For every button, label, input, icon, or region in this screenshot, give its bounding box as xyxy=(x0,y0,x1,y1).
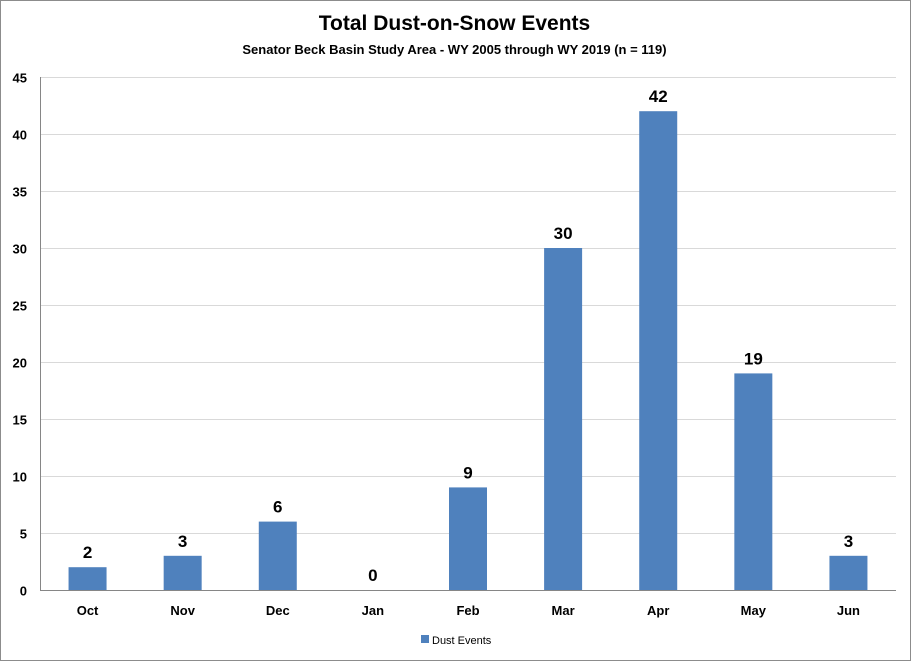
y-tick-label: 45 xyxy=(13,71,27,86)
data-label: 19 xyxy=(744,349,763,368)
x-tick-label: Mar xyxy=(552,603,575,618)
x-tick-label: May xyxy=(741,603,767,618)
y-tick-label: 15 xyxy=(13,413,27,428)
bar-mar xyxy=(544,248,583,590)
chart-title: Total Dust-on-Snow Events xyxy=(318,12,591,35)
bar-may xyxy=(734,373,773,590)
x-tick-label: Dec xyxy=(266,603,290,618)
x-tick-label: Nov xyxy=(170,603,195,618)
legend-label: Dust Events xyxy=(432,635,492,647)
gridlines xyxy=(40,77,896,534)
data-label: 30 xyxy=(554,224,573,243)
bar-jun xyxy=(829,555,868,590)
y-tick-label: 20 xyxy=(13,356,27,371)
legend: Dust Events xyxy=(421,635,492,647)
bar-apr xyxy=(639,111,678,590)
x-tick-label: Apr xyxy=(647,603,669,618)
y-tick-label: 35 xyxy=(13,185,27,200)
y-tick-label: 40 xyxy=(13,128,27,143)
chart-subtitle: Senator Beck Basin Study Area - WY 2005 … xyxy=(242,42,667,57)
y-tick-label: 10 xyxy=(13,470,27,485)
y-tick-label: 25 xyxy=(13,299,27,314)
data-label: 2 xyxy=(83,543,92,562)
data-label: 42 xyxy=(649,87,668,106)
y-axis: 0 5 10 15 20 25 30 35 40 45 xyxy=(13,71,41,599)
bar-oct xyxy=(68,567,107,590)
data-label: 0 xyxy=(368,566,377,585)
x-axis: Oct Nov Dec Jan Feb Mar Apr May Jun xyxy=(40,590,896,618)
legend-swatch xyxy=(421,635,429,643)
bar-feb xyxy=(449,487,487,590)
x-tick-label: Oct xyxy=(77,603,99,618)
bars xyxy=(68,111,868,590)
data-label: 6 xyxy=(273,498,282,517)
y-tick-label: 30 xyxy=(13,242,27,257)
y-tick-label: 0 xyxy=(20,584,27,599)
data-label: 3 xyxy=(178,532,187,551)
data-label: 9 xyxy=(463,463,472,482)
x-tick-label: Jun xyxy=(837,603,860,618)
x-tick-label: Jan xyxy=(362,603,384,618)
data-label: 3 xyxy=(844,532,853,551)
bar-nov xyxy=(163,555,202,590)
bar-dec xyxy=(258,521,297,590)
data-labels: 2 3 6 0 9 30 42 19 3 xyxy=(83,87,853,585)
x-tick-label: Feb xyxy=(456,603,479,618)
y-tick-label: 5 xyxy=(20,527,27,542)
